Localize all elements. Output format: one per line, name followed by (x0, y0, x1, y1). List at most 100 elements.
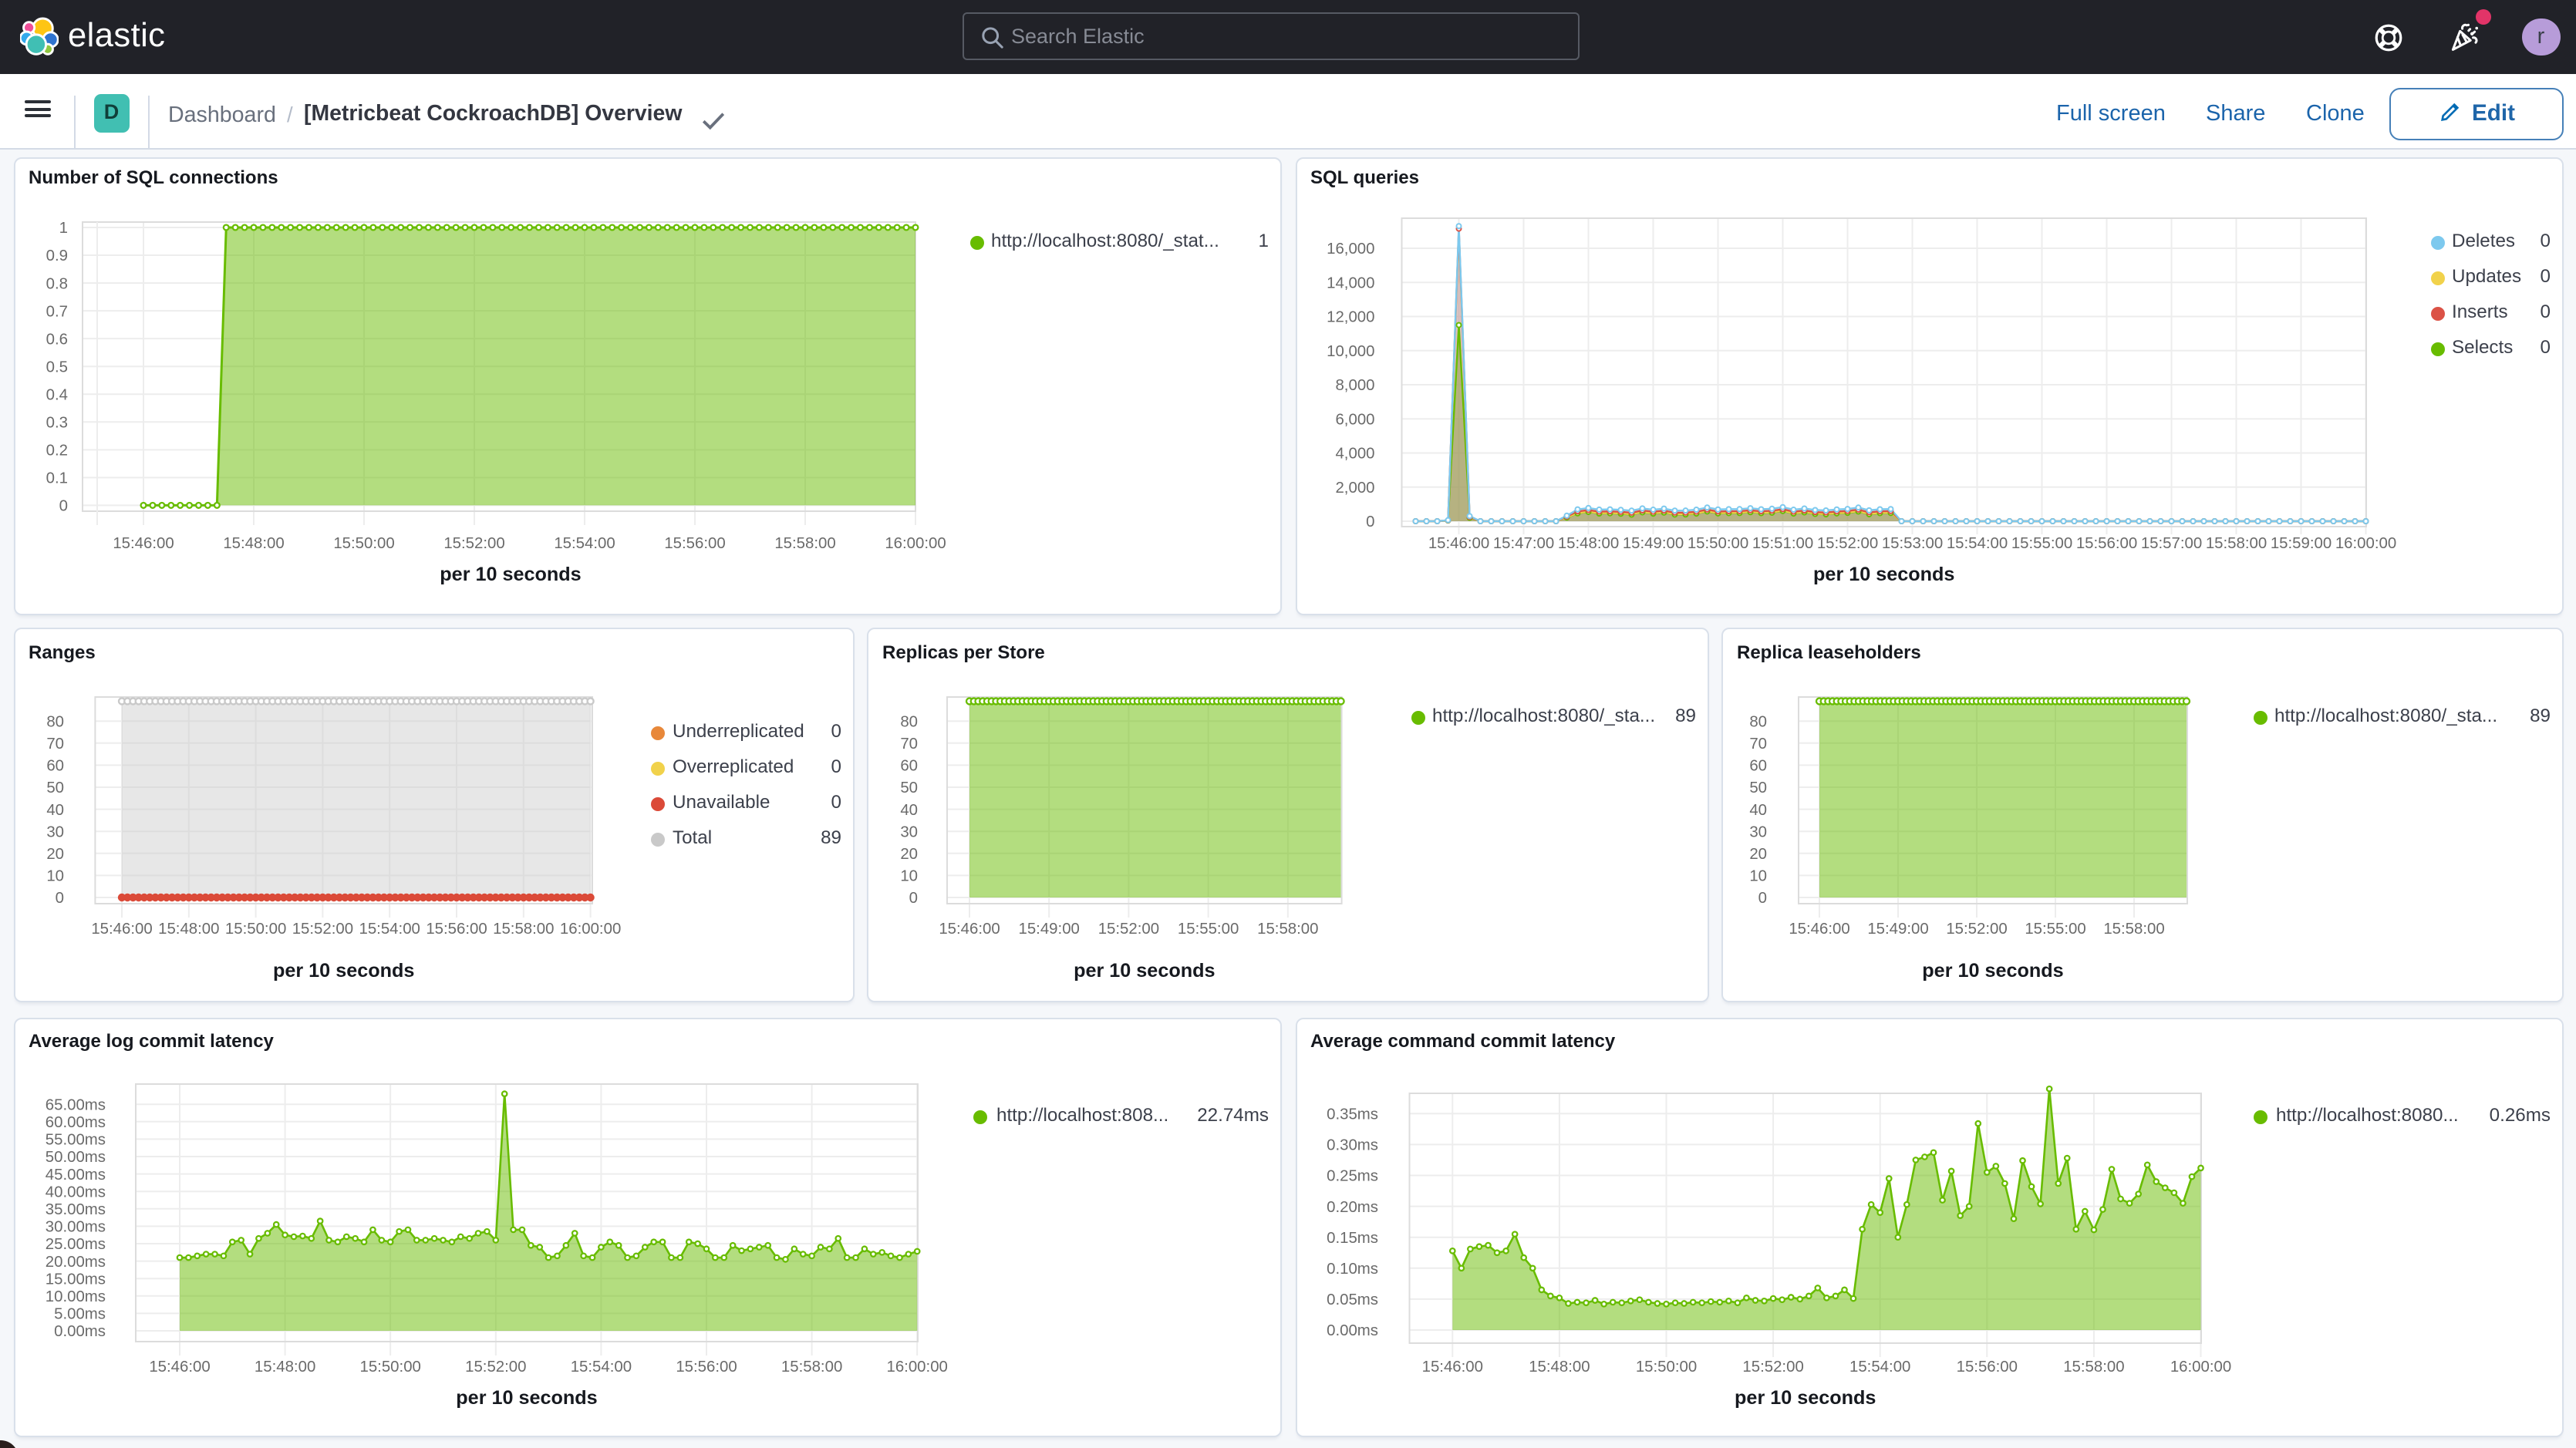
svg-text:15:55:00: 15:55:00 (2011, 534, 2072, 551)
svg-text:0.00ms: 0.00ms (53, 1322, 105, 1339)
svg-text:15:58:00: 15:58:00 (492, 921, 553, 938)
svg-text:15:53:00: 15:53:00 (1881, 534, 1942, 551)
svg-text:0.05ms: 0.05ms (1326, 1291, 1377, 1308)
svg-text:35.00ms: 35.00ms (45, 1200, 105, 1217)
svg-text:0.15ms: 0.15ms (1326, 1229, 1377, 1246)
svg-text:15:54:00: 15:54:00 (570, 1358, 631, 1375)
svg-text:40.00ms: 40.00ms (45, 1183, 105, 1200)
svg-text:15:46:00: 15:46:00 (1789, 921, 1849, 938)
svg-text:0.3: 0.3 (46, 413, 67, 430)
svg-text:0.30ms: 0.30ms (1326, 1137, 1377, 1153)
svg-text:10: 10 (900, 868, 918, 885)
svg-text:15:59:00: 15:59:00 (2270, 534, 2331, 551)
svg-text:20: 20 (900, 846, 918, 863)
svg-text:20.00ms: 20.00ms (45, 1253, 105, 1270)
svg-text:40: 40 (900, 802, 918, 819)
svg-text:25.00ms: 25.00ms (45, 1235, 105, 1252)
svg-text:0.7: 0.7 (46, 302, 67, 319)
svg-text:15:52:00: 15:52:00 (1098, 921, 1159, 938)
svg-text:0.4: 0.4 (46, 386, 67, 402)
svg-text:80: 80 (46, 713, 63, 730)
svg-text:30.00ms: 30.00ms (45, 1218, 105, 1235)
svg-text:40: 40 (46, 802, 63, 819)
svg-text:10.00ms: 10.00ms (45, 1288, 105, 1305)
svg-text:15:58:00: 15:58:00 (1257, 921, 1318, 938)
svg-text:15:55:00: 15:55:00 (1178, 921, 1239, 938)
svg-text:16:00:00: 16:00:00 (2170, 1358, 2230, 1375)
svg-text:16:00:00: 16:00:00 (884, 534, 945, 551)
svg-text:20: 20 (46, 846, 63, 863)
svg-text:15:50:00: 15:50:00 (359, 1358, 420, 1375)
svg-text:0: 0 (909, 890, 918, 907)
svg-text:0.25ms: 0.25ms (1326, 1167, 1377, 1184)
svg-text:60: 60 (900, 758, 918, 775)
svg-text:1: 1 (59, 219, 67, 236)
svg-text:16:00:00: 16:00:00 (2335, 534, 2396, 551)
svg-text:15:50:00: 15:50:00 (1635, 1358, 1696, 1375)
svg-text:0.10ms: 0.10ms (1326, 1260, 1377, 1277)
svg-text:30: 30 (900, 823, 918, 840)
svg-text:15:51:00: 15:51:00 (1752, 534, 1812, 551)
svg-text:per 10 seconds: per 10 seconds (1922, 960, 2063, 982)
svg-text:80: 80 (900, 713, 918, 730)
svg-text:45.00ms: 45.00ms (45, 1166, 105, 1183)
svg-text:15:46:00: 15:46:00 (90, 921, 151, 938)
svg-text:15:58:00: 15:58:00 (774, 534, 835, 551)
svg-text:0.20ms: 0.20ms (1326, 1198, 1377, 1215)
svg-text:10: 10 (1749, 868, 1767, 885)
svg-text:15:56:00: 15:56:00 (675, 1358, 736, 1375)
svg-text:15:56:00: 15:56:00 (2075, 534, 2136, 551)
svg-text:15:47:00: 15:47:00 (1492, 534, 1553, 551)
svg-text:50: 50 (900, 780, 918, 796)
svg-text:15:58:00: 15:58:00 (2205, 534, 2266, 551)
svg-text:15:54:00: 15:54:00 (359, 921, 420, 938)
svg-text:5.00ms: 5.00ms (53, 1305, 105, 1322)
svg-text:15:52:00: 15:52:00 (464, 1358, 525, 1375)
svg-text:0.1: 0.1 (46, 470, 67, 487)
svg-text:0.2: 0.2 (46, 442, 67, 459)
svg-text:65.00ms: 65.00ms (45, 1096, 105, 1113)
svg-text:15:46:00: 15:46:00 (1421, 1358, 1482, 1375)
svg-text:0: 0 (59, 497, 67, 514)
svg-text:15:48:00: 15:48:00 (254, 1358, 315, 1375)
svg-text:16:00:00: 16:00:00 (886, 1358, 947, 1375)
svg-text:15:48:00: 15:48:00 (1557, 534, 1618, 551)
svg-text:12,000: 12,000 (1326, 308, 1374, 325)
svg-text:15:52:00: 15:52:00 (1816, 534, 1877, 551)
svg-text:6,000: 6,000 (1334, 410, 1374, 427)
svg-text:0: 0 (55, 890, 63, 907)
svg-text:per 10 seconds: per 10 seconds (1074, 960, 1215, 982)
svg-text:0.9: 0.9 (46, 247, 67, 264)
svg-text:80: 80 (1749, 713, 1767, 730)
svg-text:per 10 seconds: per 10 seconds (455, 1386, 596, 1408)
svg-text:15:56:00: 15:56:00 (425, 921, 486, 938)
svg-text:0.35ms: 0.35ms (1326, 1106, 1377, 1123)
svg-text:15:56:00: 15:56:00 (1956, 1358, 2017, 1375)
svg-text:16,000: 16,000 (1326, 240, 1374, 257)
svg-text:15:48:00: 15:48:00 (1528, 1358, 1589, 1375)
svg-text:15:48:00: 15:48:00 (157, 921, 218, 938)
svg-text:50.00ms: 50.00ms (45, 1148, 105, 1165)
svg-text:15:46:00: 15:46:00 (148, 1358, 209, 1375)
svg-text:15:56:00: 15:56:00 (663, 534, 724, 551)
svg-text:60: 60 (46, 758, 63, 775)
svg-text:15:52:00: 15:52:00 (1946, 921, 2007, 938)
svg-text:0.00ms: 0.00ms (1326, 1322, 1377, 1339)
svg-text:15:46:00: 15:46:00 (112, 534, 173, 551)
svg-text:2,000: 2,000 (1334, 479, 1374, 496)
svg-text:20: 20 (1749, 846, 1767, 863)
svg-text:15:49:00: 15:49:00 (1867, 921, 1928, 938)
svg-text:70: 70 (46, 736, 63, 753)
svg-text:15:48:00: 15:48:00 (222, 534, 283, 551)
svg-text:15:58:00: 15:58:00 (2062, 1358, 2123, 1375)
svg-text:15:52:00: 15:52:00 (443, 534, 504, 551)
svg-text:15:58:00: 15:58:00 (781, 1358, 841, 1375)
svg-text:40: 40 (1749, 802, 1767, 819)
svg-text:15:57:00: 15:57:00 (2140, 534, 2201, 551)
svg-text:per 10 seconds: per 10 seconds (439, 563, 580, 584)
svg-text:per 10 seconds: per 10 seconds (1812, 563, 1954, 584)
svg-text:15:50:00: 15:50:00 (1687, 534, 1748, 551)
svg-text:60: 60 (1749, 758, 1767, 775)
svg-text:15:52:00: 15:52:00 (292, 921, 352, 938)
svg-text:30: 30 (46, 823, 63, 840)
